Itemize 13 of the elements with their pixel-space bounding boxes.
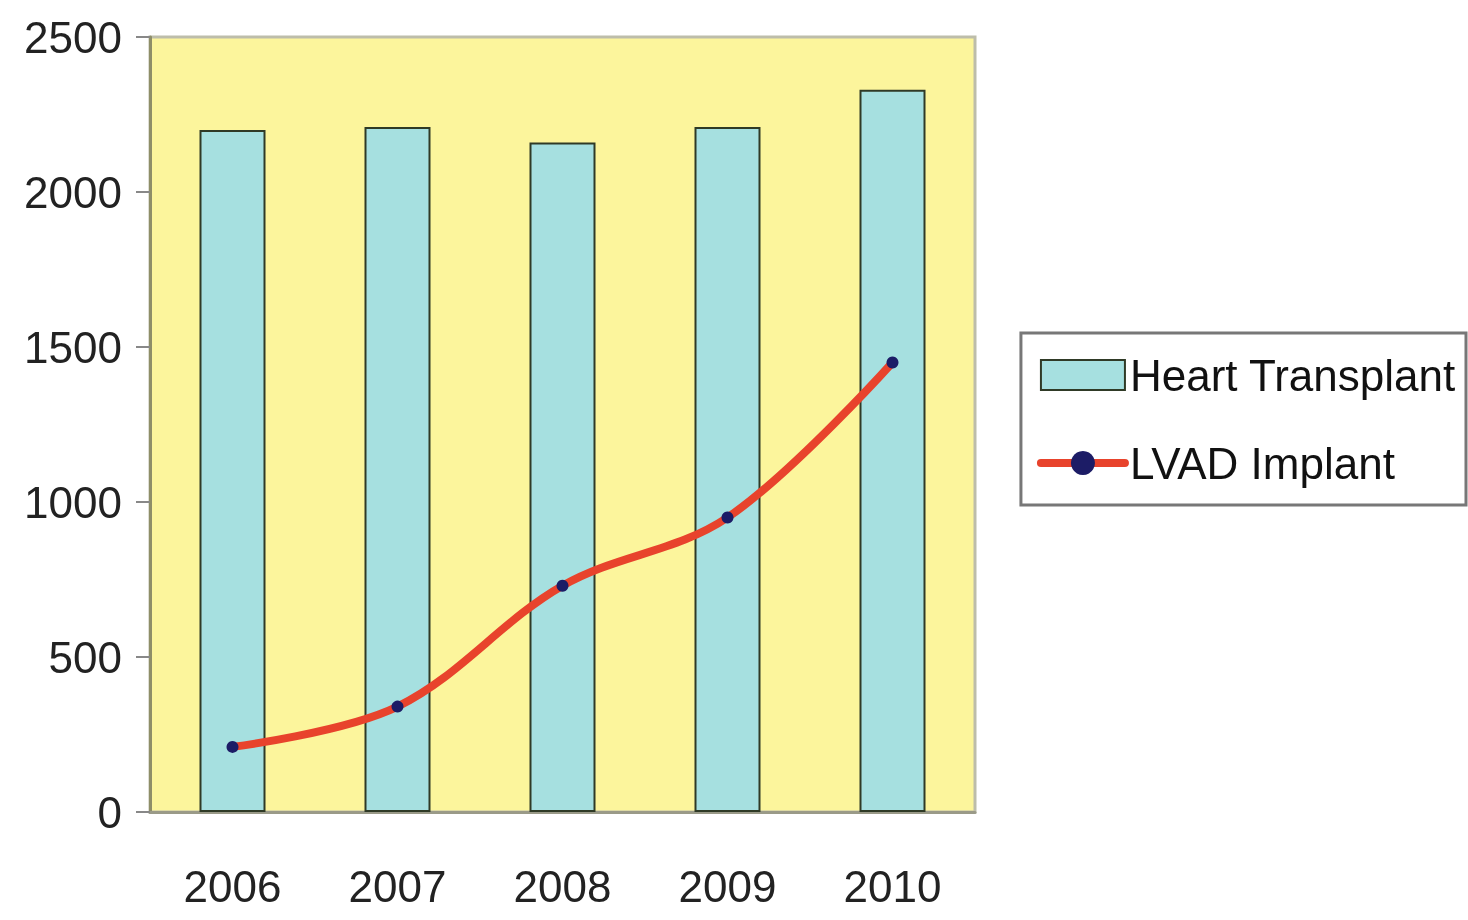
y-tick-label: 1500 bbox=[24, 322, 122, 372]
x-tick-label: 2010 bbox=[843, 861, 942, 911]
x-tick-label: 2008 bbox=[513, 861, 612, 911]
x-tick-label: 2009 bbox=[678, 861, 777, 911]
y-tick-label: 0 bbox=[97, 787, 122, 837]
y-tick-label: 2500 bbox=[24, 12, 122, 62]
y-tick-label: 2000 bbox=[24, 167, 122, 217]
y-tick-label: 500 bbox=[48, 632, 122, 682]
x-tick-label: 2006 bbox=[183, 861, 282, 911]
y-tick-label: 1000 bbox=[24, 477, 122, 527]
legend-label: LVAD Implant bbox=[1129, 438, 1395, 488]
legend-label: Heart Transplant bbox=[1129, 350, 1456, 400]
x-tick-label: 2007 bbox=[348, 861, 447, 911]
